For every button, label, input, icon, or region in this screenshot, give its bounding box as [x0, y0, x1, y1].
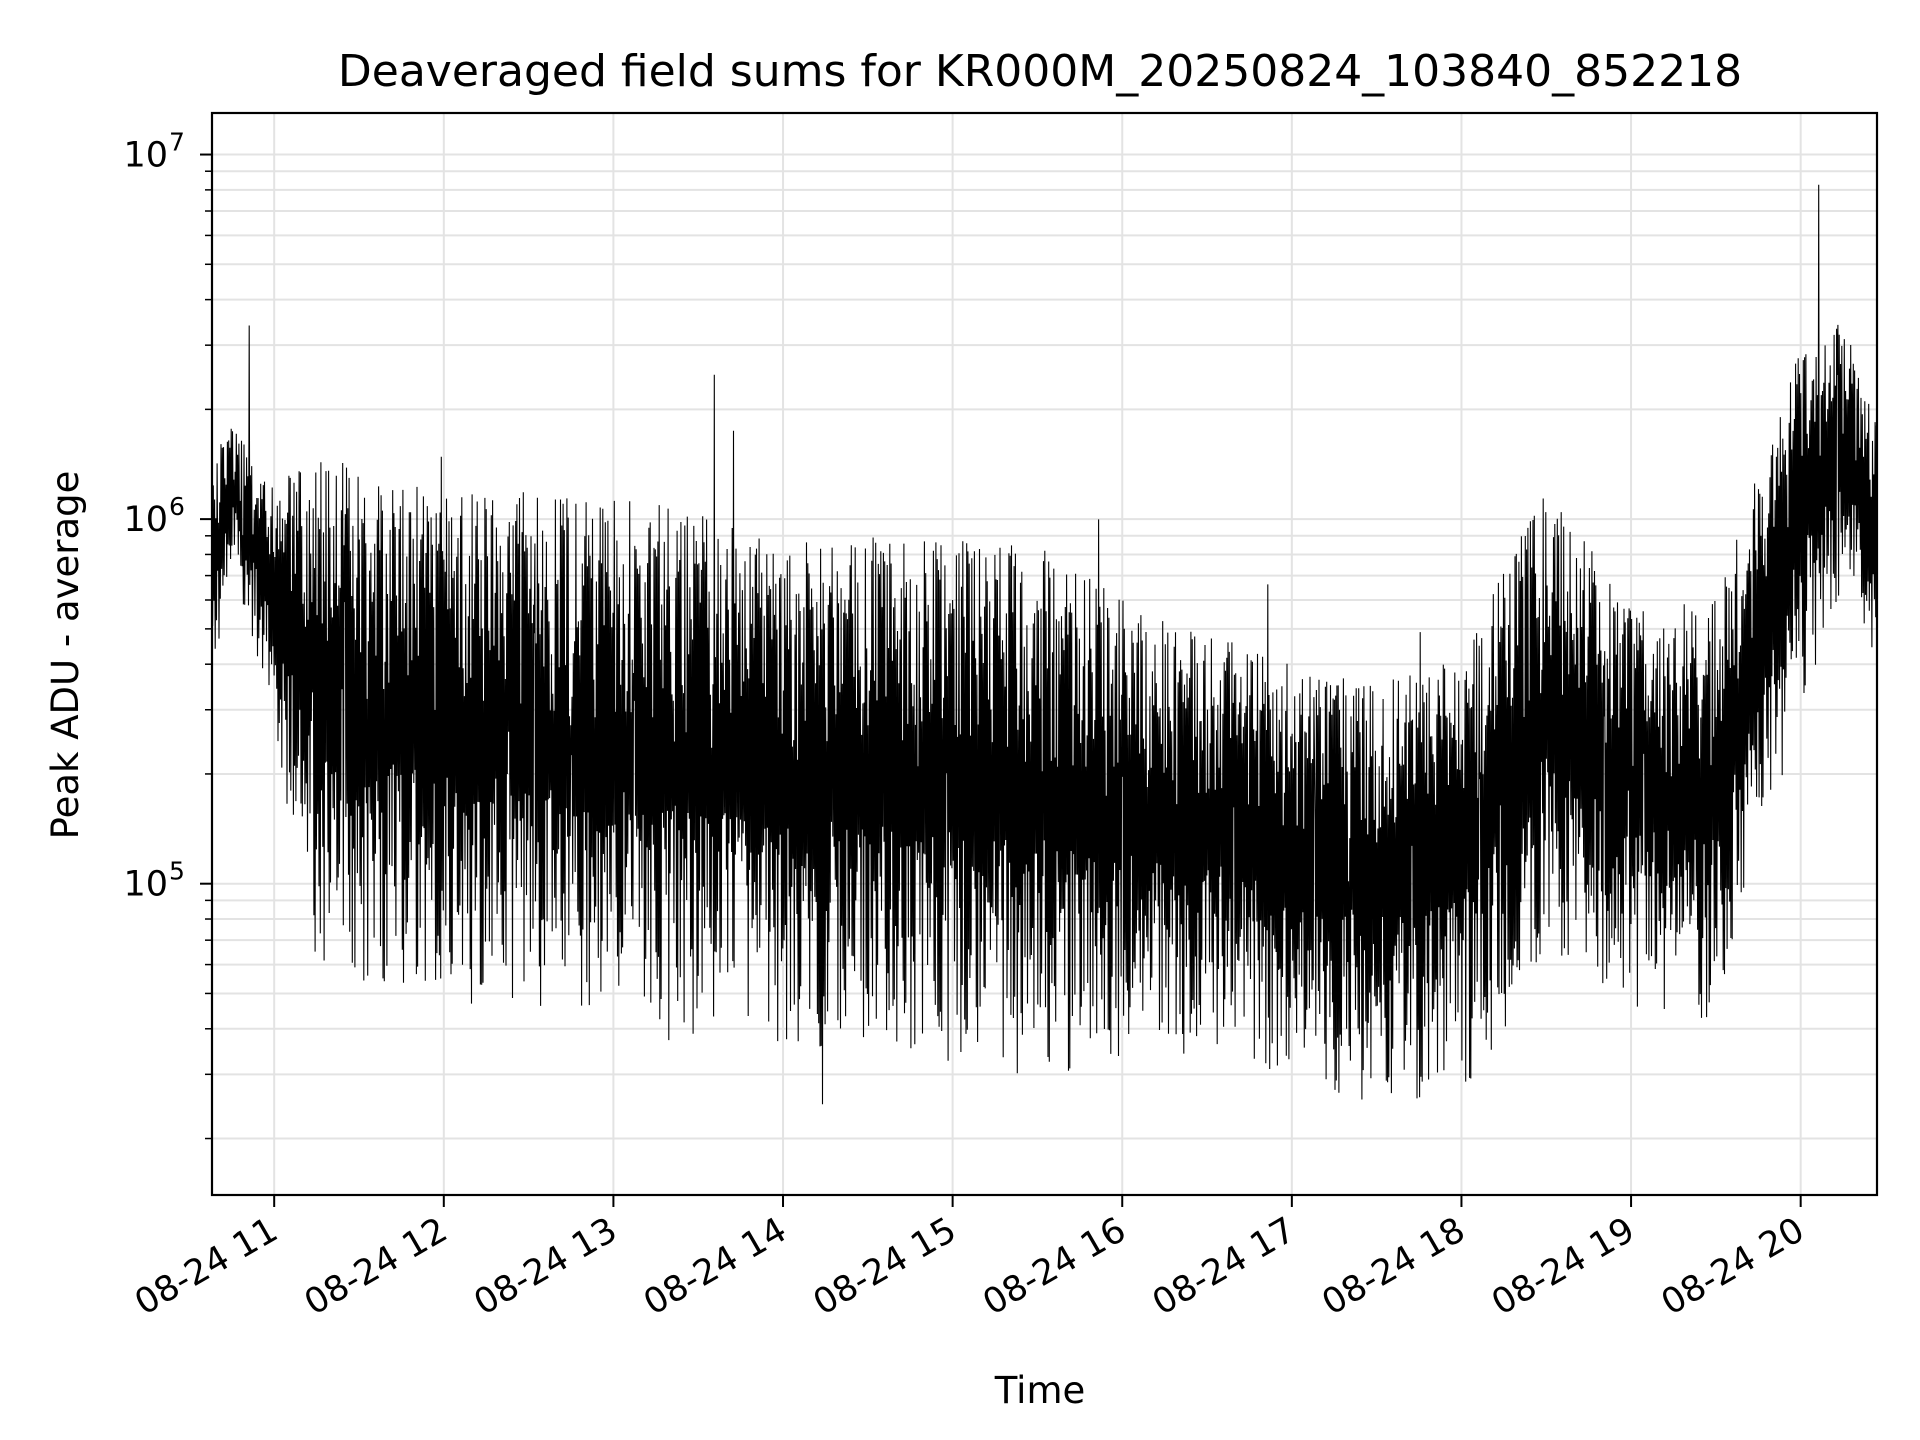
y-tick-exponent: 5 — [169, 857, 185, 886]
chart-title: Deaveraged field sums for KR000M_2025082… — [338, 46, 1742, 97]
y-tick-label: 10 — [123, 500, 168, 540]
y-tick-label: 10 — [123, 136, 168, 176]
plot-frame — [210, 111, 1879, 1197]
y-tick-label: 10 — [123, 865, 168, 905]
y-tick-exponent: 6 — [169, 492, 185, 521]
x-axis-label: Time — [994, 1369, 1086, 1412]
series-line — [211, 184, 1878, 1105]
data-layer — [211, 184, 1878, 1105]
y-tick-exponent: 7 — [169, 128, 185, 157]
y-axis-label: Peak ADU - average — [44, 471, 87, 840]
